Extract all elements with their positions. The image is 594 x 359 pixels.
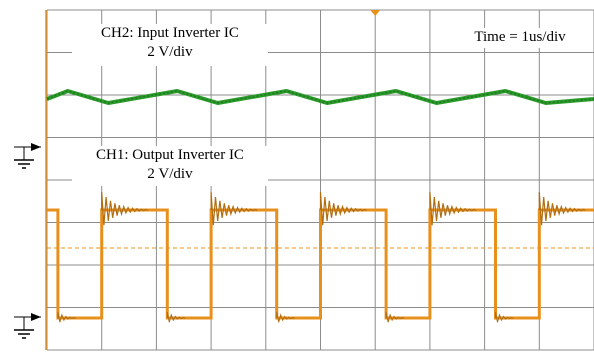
ch1-name: CH1: Output Inverter IC <box>96 147 244 163</box>
ch1-ringing <box>101 191 149 226</box>
ch2-noise <box>46 90 594 104</box>
trigger-marker-icon <box>370 10 381 16</box>
ch1-undershoot <box>276 311 295 323</box>
ch1-label: CH1: Output Inverter IC 2 V/div <box>72 146 268 186</box>
ch1-ringing <box>429 191 477 226</box>
ch2-label: CH2: Input Inverter IC 2 V/div <box>72 24 268 66</box>
ch2-name: CH2: Input Inverter IC <box>101 25 239 41</box>
ch1-scale: 2 V/div <box>147 166 193 182</box>
ch1-trace <box>47 208 594 320</box>
ch1-ringing <box>538 191 586 226</box>
ch2-scale: 2 V/div <box>147 44 193 60</box>
ch1-undershoot <box>385 311 405 323</box>
timebase-label: Time = 1us/div <box>458 28 582 48</box>
ch1-undershoot <box>57 311 77 323</box>
ch1-undershoot <box>166 311 186 323</box>
ch1-undershoot <box>495 311 514 323</box>
ch1-ringing <box>210 191 258 226</box>
ch1-ringing <box>319 191 367 226</box>
